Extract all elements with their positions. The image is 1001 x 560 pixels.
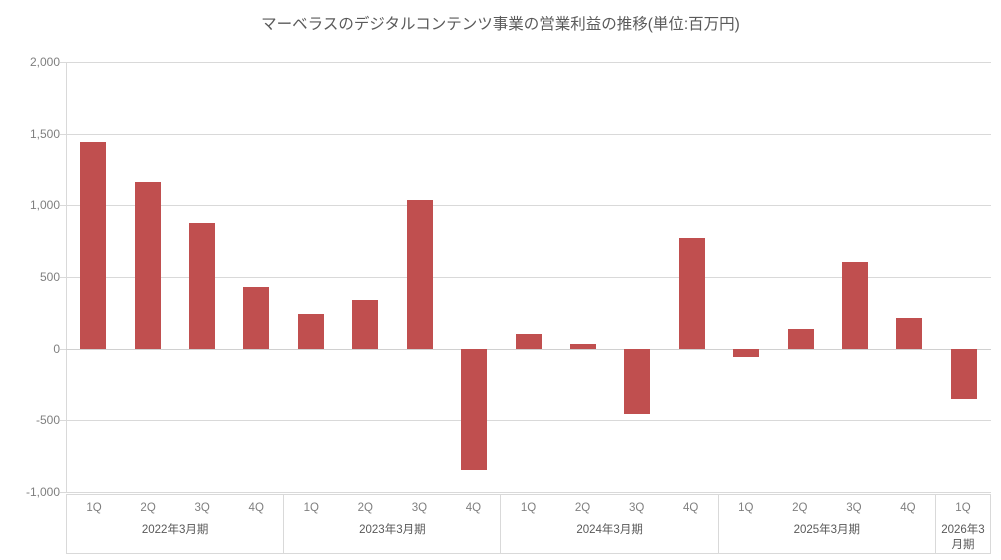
gridline	[66, 205, 991, 207]
bars-layer	[66, 62, 991, 492]
y-axis-tick-label: -1,000	[25, 485, 60, 499]
x-axis-year-label: 2023年3月期	[359, 524, 426, 536]
y-axis-tick	[60, 492, 66, 493]
x-axis-quarter-label: 1Q	[520, 502, 537, 514]
x-axis-year-row: 2023年3月期	[284, 521, 500, 553]
x-axis-quarter-label: 3Q	[411, 502, 428, 514]
x-axis-year-label: 2025年3月期	[793, 524, 861, 536]
bar[interactable]	[733, 348, 760, 357]
x-axis-quarter-row: 1Q 2Q 3Q 4Q	[501, 495, 717, 521]
x-axis-quarter-label: 3Q	[628, 502, 645, 514]
y-axis-labels: 2,000 1,500 1,000 500 0 -500 -1,000	[0, 55, 66, 499]
bar[interactable]	[134, 182, 161, 349]
x-axis-year-row: 2022年3月期	[67, 521, 283, 553]
x-axis-year-group: 1Q 2Q 3Q 4Q 2024年3月期	[501, 495, 719, 553]
x-axis-quarter-label: 1Q	[738, 502, 754, 514]
y-axis-tick	[60, 348, 66, 350]
x-axis-year-row: 2025年3月期	[719, 521, 935, 553]
y-axis-tick-label: 2,000	[29, 55, 60, 69]
y-axis-tick-label: 500	[39, 270, 60, 284]
x-axis-year-group: 1Q 2Q 3Q 4Q 2022年3月期	[67, 495, 285, 553]
x-axis-quarter-label: 2Q	[140, 502, 156, 514]
bar[interactable]	[678, 238, 705, 349]
bar[interactable]	[624, 348, 651, 414]
x-axis-quarter-row: 1Q 2Q 3Q 4Q	[284, 495, 500, 521]
x-axis-quarter-label: 2Q	[792, 502, 808, 514]
x-axis-quarter-label: 4Q	[465, 502, 482, 514]
x-axis-quarter-label: 4Q	[248, 502, 264, 514]
y-axis-tick	[60, 420, 66, 422]
x-axis-quarter-label: 2Q	[357, 502, 373, 514]
y-axis-tick-label: 1,500	[29, 126, 60, 141]
y-axis-tick-label: -500	[35, 413, 60, 428]
x-axis-quarter-label: 2Q	[574, 502, 591, 514]
bar[interactable]	[950, 348, 977, 399]
gridline	[66, 492, 991, 493]
x-axis-year-label: 2026年3月期	[941, 524, 985, 551]
y-axis-tick-label: 0	[53, 341, 60, 356]
x-axis-quarter-label: 1Q	[86, 502, 102, 514]
bar[interactable]	[461, 348, 488, 471]
bar[interactable]	[243, 287, 270, 349]
x-axis-quarter-row: 1Q 2Q 3Q 4Q	[719, 495, 935, 521]
x-axis-quarter-label: 1Q	[303, 502, 319, 514]
x-axis-quarter-label: 4Q	[900, 502, 916, 514]
x-axis-quarter-row: 1Q	[936, 495, 990, 521]
bar[interactable]	[189, 222, 216, 349]
gridline	[66, 348, 991, 350]
gridline	[66, 420, 991, 422]
category-axis: 1Q 2Q 3Q 4Q 2022年3月期 1Q 2Q 3Q 4Q 2023年3月期 1Q 2Q 3Q 4Q…	[66, 494, 991, 554]
gridline	[66, 133, 991, 135]
y-axis-tick-label: 1,000	[29, 198, 60, 213]
chart-title: マーベラスのデジタルコンテンツ事業の営業利益の推移(単位:百万円)	[261, 16, 740, 33]
x-axis-year-label: 2022年3月期	[141, 524, 209, 536]
bar[interactable]	[80, 142, 107, 349]
x-axis-quarter-label: 1Q	[955, 502, 971, 514]
bar[interactable]	[569, 343, 596, 349]
x-axis-year-group: 1Q 2026年3月期	[936, 495, 991, 553]
x-axis-year-group: 1Q 2Q 3Q 4Q 2023年3月期	[284, 495, 502, 553]
x-axis-quarter-row: 1Q 2Q 3Q 4Q	[67, 495, 283, 521]
bar[interactable]	[297, 313, 324, 349]
plot-area	[66, 62, 991, 493]
bar[interactable]	[406, 200, 433, 349]
x-axis-quarter-label: 3Q	[846, 502, 862, 514]
bar[interactable]	[515, 333, 542, 349]
y-axis-tick	[60, 205, 66, 207]
x-axis-quarter-label: 4Q	[683, 502, 699, 514]
x-axis-year-row: 2026年3月期	[936, 521, 990, 553]
x-axis-year-row: 2024年3月期	[501, 521, 717, 553]
bar[interactable]	[841, 261, 868, 349]
gridline	[66, 277, 991, 278]
y-axis-tick	[60, 133, 66, 135]
x-axis-quarter-label: 3Q	[194, 502, 210, 514]
x-axis-year-label: 2024年3月期	[576, 524, 643, 536]
bar[interactable]	[787, 328, 814, 349]
bar[interactable]	[352, 299, 379, 349]
gridline	[66, 62, 991, 63]
bar[interactable]	[896, 317, 923, 349]
y-axis-tick	[60, 277, 66, 278]
x-axis-year-group: 1Q 2Q 3Q 4Q 2025年3月期	[719, 495, 936, 553]
y-axis-tick	[60, 62, 66, 63]
